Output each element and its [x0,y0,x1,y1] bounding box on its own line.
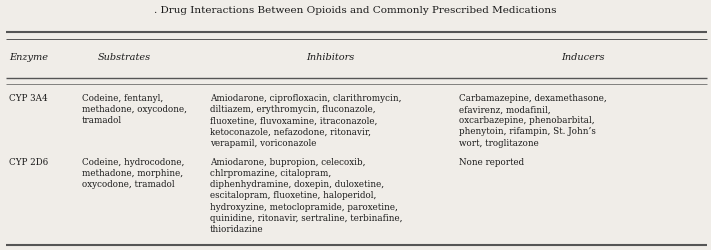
Text: Amiodarone, bupropion, celecoxib,
chlrpromazine, citalopram,
diphenhydramine, do: Amiodarone, bupropion, celecoxib, chlrpr… [210,158,402,233]
Text: None reported: None reported [459,158,524,166]
Text: Codeine, fentanyl,
methadone, oxycodone,
tramadol: Codeine, fentanyl, methadone, oxycodone,… [82,94,187,125]
Text: Carbamazepine, dexamethasone,
efavirenz, modafinil,
oxcarbazepine, phenobarbital: Carbamazepine, dexamethasone, efavirenz,… [459,94,606,147]
Text: Substrates: Substrates [98,52,151,61]
Text: CYP 3A4: CYP 3A4 [9,94,48,103]
Text: Inducers: Inducers [561,52,605,61]
Text: . Drug Interactions Between Opioids and Commonly Prescribed Medications: . Drug Interactions Between Opioids and … [154,6,557,15]
Text: Inhibitors: Inhibitors [306,52,355,61]
Text: Codeine, hydrocodone,
methadone, morphine,
oxycodone, tramadol: Codeine, hydrocodone, methadone, morphin… [82,158,184,188]
Text: CYP 2D6: CYP 2D6 [9,158,48,166]
Text: Amiodarone, ciprofloxacin, clarithromycin,
diltiazem, erythromycin, fluconazole,: Amiodarone, ciprofloxacin, clarithromyci… [210,94,401,147]
Text: Enzyme: Enzyme [9,52,48,61]
